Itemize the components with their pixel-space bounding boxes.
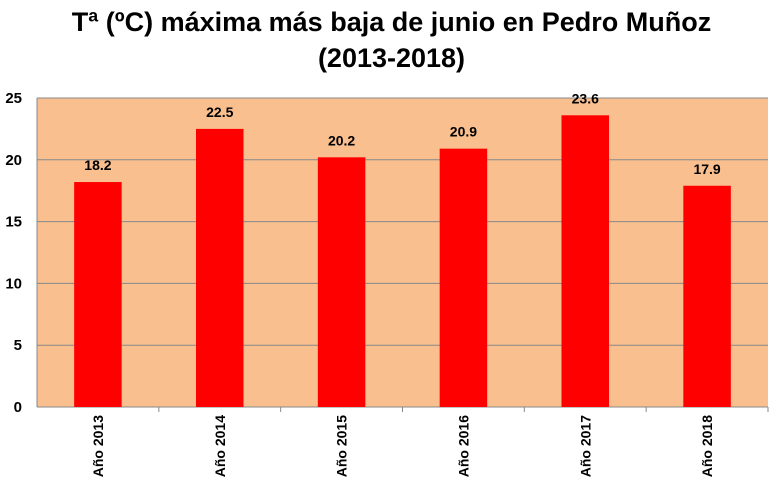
y-tick-label: 20 — [5, 152, 22, 169]
data-label: 20.9 — [450, 124, 477, 140]
y-tick-label: 0 — [14, 399, 22, 416]
y-tick-label: 25 — [5, 90, 22, 107]
data-label: 23.6 — [572, 90, 599, 106]
x-category-label: Año 2014 — [212, 415, 228, 477]
chart-title-line-2: (2013-2018) — [317, 43, 466, 73]
bar — [439, 148, 488, 407]
y-tick-label: 15 — [5, 214, 22, 231]
plot-area — [37, 98, 768, 407]
x-category-label: Año 2016 — [455, 415, 471, 477]
data-label: 20.2 — [328, 132, 355, 148]
data-label: 17.9 — [693, 161, 720, 177]
y-tick-label: 10 — [5, 275, 22, 292]
data-label: 18.2 — [84, 157, 111, 173]
bar — [195, 128, 244, 407]
data-label: 22.5 — [206, 104, 233, 120]
chart-title-line-1: Tª (ºC) máxima más baja de junio en Pedr… — [71, 7, 712, 37]
x-category-label: Año 2018 — [699, 415, 715, 477]
x-category-label: Año 2013 — [90, 415, 106, 477]
bar — [74, 182, 122, 407]
bar — [561, 115, 610, 407]
y-tick-label: 5 — [14, 337, 22, 354]
x-category-label: Año 2017 — [577, 415, 593, 477]
chart-title: Tª (ºC) máxima más baja de junio en Pedr… — [0, 4, 783, 76]
x-category-label: Año 2015 — [334, 415, 350, 477]
bar — [683, 185, 731, 407]
bar — [317, 157, 366, 407]
